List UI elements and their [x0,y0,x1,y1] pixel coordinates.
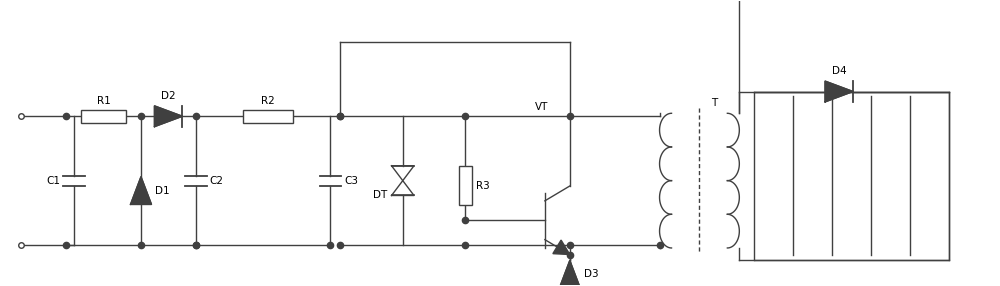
Bar [459,166,472,205]
Polygon shape [825,81,853,102]
Text: R3: R3 [476,180,489,190]
Text: D2: D2 [161,91,176,101]
Text: D4: D4 [832,66,846,76]
Polygon shape [553,240,570,255]
Text: C3: C3 [344,176,358,186]
Polygon shape [131,177,151,204]
Text: D3: D3 [584,269,599,279]
Polygon shape [154,106,182,127]
Text: DT: DT [373,190,388,200]
Text: T: T [711,98,718,108]
Bar [81,110,126,123]
Bar [754,92,949,260]
Text: C1: C1 [46,176,60,186]
Text: C2: C2 [210,176,224,186]
Text: R1: R1 [97,96,110,106]
Text: D1: D1 [155,186,170,196]
Text: VT: VT [535,102,548,112]
Text: R2: R2 [261,96,275,106]
Bar [243,110,293,123]
Polygon shape [559,261,580,286]
